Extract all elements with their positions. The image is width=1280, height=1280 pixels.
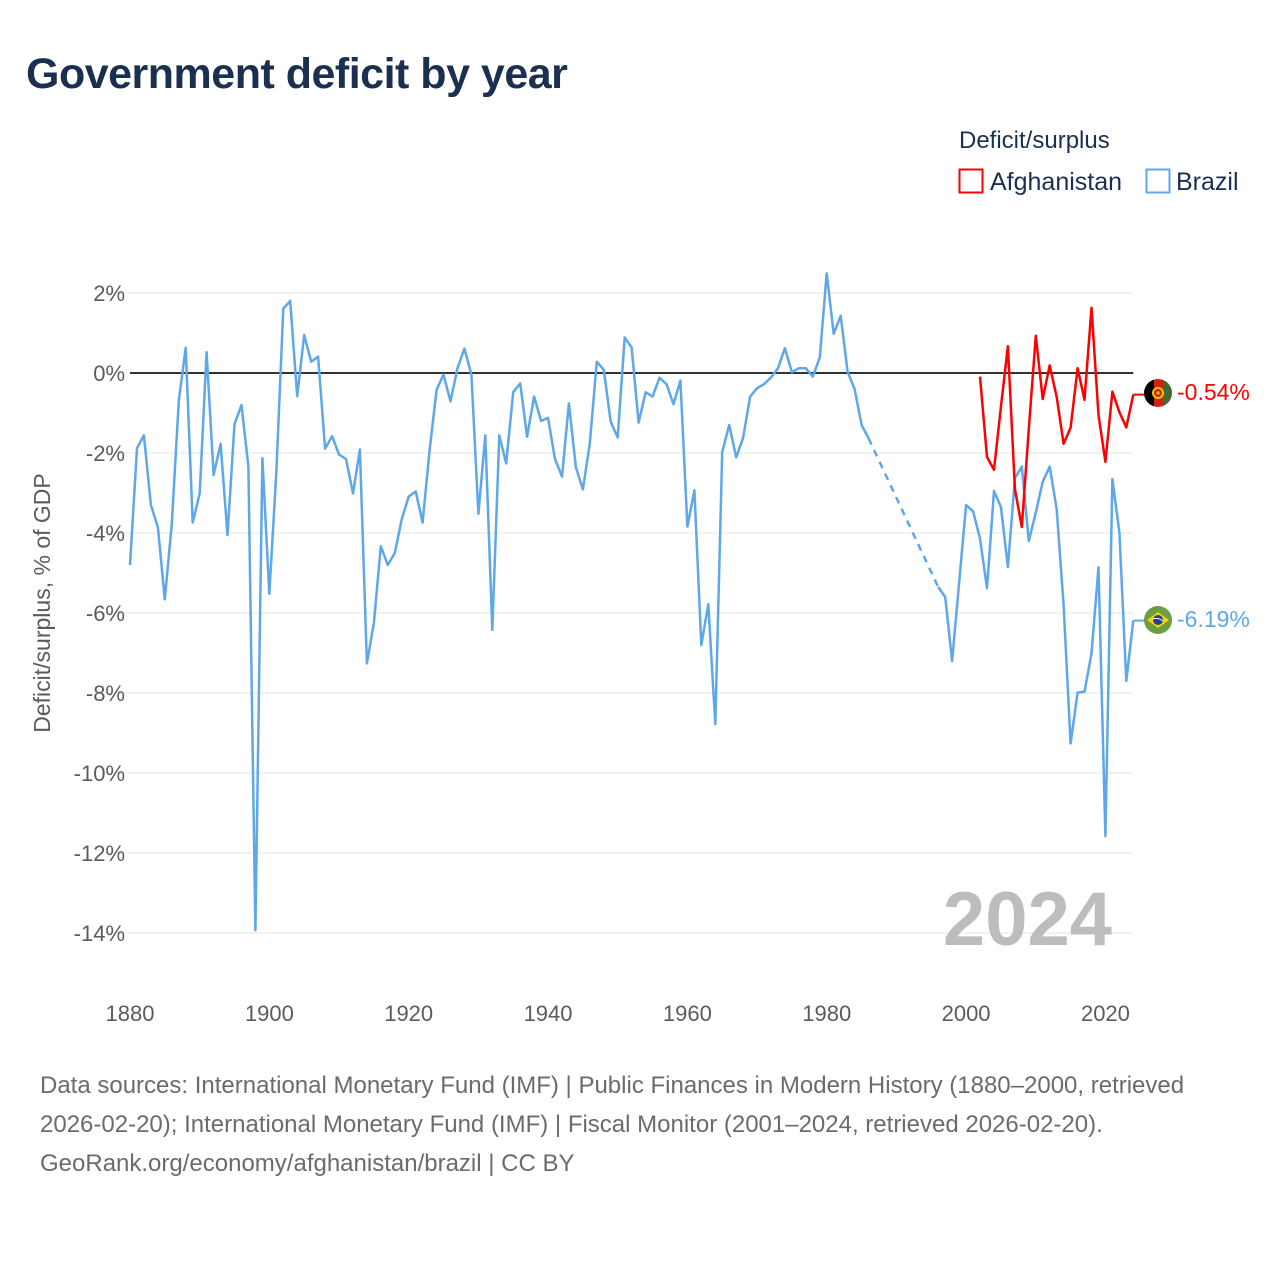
series-lines bbox=[128, 272, 1144, 932]
y-tick-label: -14% bbox=[74, 921, 125, 946]
data-sources: Data sources: International Monetary Fun… bbox=[40, 1072, 1185, 1138]
footer: Data sources: International Monetary Fun… bbox=[40, 1066, 1240, 1183]
y-axis-title: Deficit/surplus, % of GDP bbox=[29, 473, 55, 732]
brazil-line bbox=[937, 465, 1135, 838]
x-tick-label: 2020 bbox=[1081, 1001, 1130, 1026]
y-tick-label: -10% bbox=[74, 761, 125, 786]
credit-link[interactable]: GeoRank.org/economy/afghanistan/brazil |… bbox=[40, 1150, 575, 1177]
legend-swatch-afghanistan bbox=[958, 168, 984, 194]
legend-item-afghanistan[interactable]: Afghanistan bbox=[958, 168, 1123, 196]
legend-label-afghanistan: Afghanistan bbox=[990, 168, 1122, 196]
x-tick-label: 1980 bbox=[802, 1001, 851, 1026]
x-tick-label: 2000 bbox=[942, 1001, 991, 1026]
x-tick-label: 1880 bbox=[106, 1001, 155, 1026]
x-tick-label: 1940 bbox=[524, 1001, 573, 1026]
brazil-gap-line bbox=[867, 437, 940, 588]
brazil-line bbox=[128, 272, 870, 932]
chart-title: Government deficit by year bbox=[26, 50, 568, 98]
legend-title: Deficit/surplus bbox=[959, 127, 1110, 154]
x-tick-label: 1900 bbox=[245, 1001, 294, 1026]
y-tick-label: -4% bbox=[86, 521, 125, 546]
afghanistan-flag-icon bbox=[1144, 379, 1172, 407]
afghanistan-end-label: -0.54% bbox=[1177, 379, 1250, 405]
x-tick-label: 1960 bbox=[663, 1001, 712, 1026]
legend-item-brazil[interactable]: Brazil bbox=[1145, 168, 1239, 196]
x-tick-label: 1920 bbox=[384, 1001, 433, 1026]
y-tick-label: -12% bbox=[74, 841, 125, 866]
y-tick-label: -8% bbox=[86, 681, 125, 706]
brazil-end-label: -6.19% bbox=[1177, 606, 1250, 632]
y-axis-ticks: 2% 0% -2% -4% -6% -8% -10% -12% -14% bbox=[74, 281, 125, 946]
year-watermark: 2024 bbox=[943, 877, 1112, 962]
x-axis-ticks: 1880 1900 1920 1940 1960 1980 2000 2020 bbox=[106, 1001, 1130, 1026]
legend-swatch-brazil bbox=[1145, 168, 1171, 194]
y-tick-label: 2% bbox=[93, 281, 125, 306]
y-tick-label: -2% bbox=[86, 441, 125, 466]
y-tick-label: -6% bbox=[86, 601, 125, 626]
y-tick-label: 0% bbox=[93, 361, 125, 386]
afghanistan-line bbox=[978, 306, 1135, 529]
legend-label-brazil: Brazil bbox=[1176, 168, 1239, 196]
brazil-flag-icon bbox=[1144, 606, 1172, 634]
